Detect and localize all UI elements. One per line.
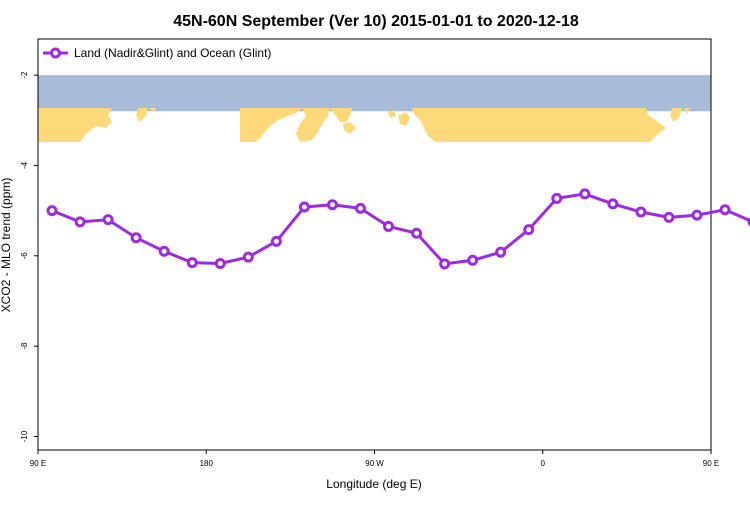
data-point — [523, 224, 535, 236]
data-point — [551, 192, 563, 204]
data-point — [663, 211, 675, 223]
y-tick-label: -6 — [20, 252, 29, 260]
data-point — [579, 188, 591, 200]
x-tick-label: 90 E — [703, 459, 719, 468]
data-point — [298, 201, 310, 213]
map-ocean — [38, 75, 711, 112]
data-point — [186, 257, 198, 269]
data-point — [214, 257, 226, 269]
x-tick-label: 90 E — [30, 459, 46, 468]
data-point — [411, 227, 423, 239]
data-point — [354, 202, 366, 214]
data-point — [270, 235, 282, 247]
map-land — [38, 108, 690, 142]
data-point — [242, 251, 254, 263]
data-point — [130, 232, 142, 244]
y-tick-label: -8 — [20, 342, 29, 350]
legend-marker — [50, 47, 61, 59]
data-point — [719, 204, 731, 216]
data-point — [326, 199, 338, 211]
x-tick-label: 180 — [200, 459, 214, 468]
x-tick-label: 0 — [541, 459, 546, 468]
data-point — [691, 209, 703, 221]
chart-title: 45N-60N September (Ver 10) 2015-01-01 to… — [173, 13, 579, 30]
y-tick-label: -2 — [20, 71, 29, 79]
data-point — [102, 214, 114, 226]
data-point — [607, 198, 619, 210]
data-point — [439, 258, 451, 270]
legend: Land (Nadir&Glint) and Ocean (Glint) — [43, 46, 271, 60]
x-tick-label: 90 W — [365, 459, 384, 468]
y-tick-label: -4 — [20, 161, 29, 169]
y-tick-label: -10 — [20, 430, 29, 442]
y-axis-label: XCO2 - MLO trend (ppm) — [0, 178, 13, 313]
legend-label: Land (Nadir&Glint) and Ocean (Glint) — [74, 46, 271, 60]
x-axis-label: Longitude (deg E) — [326, 477, 421, 491]
data-point — [46, 205, 58, 217]
y-axis: -2 -4 -6 -8 -10 — [20, 71, 38, 442]
data-point — [467, 254, 479, 266]
data-point — [158, 245, 170, 257]
series-line — [51, 192, 750, 266]
data-point — [495, 246, 507, 258]
world-map-band — [38, 75, 711, 142]
x-axis: 90 E 180 90 W 0 90 E — [30, 450, 719, 468]
data-point — [383, 220, 395, 232]
data-point — [74, 216, 86, 228]
data-point — [635, 206, 647, 218]
series-layer — [46, 188, 750, 270]
